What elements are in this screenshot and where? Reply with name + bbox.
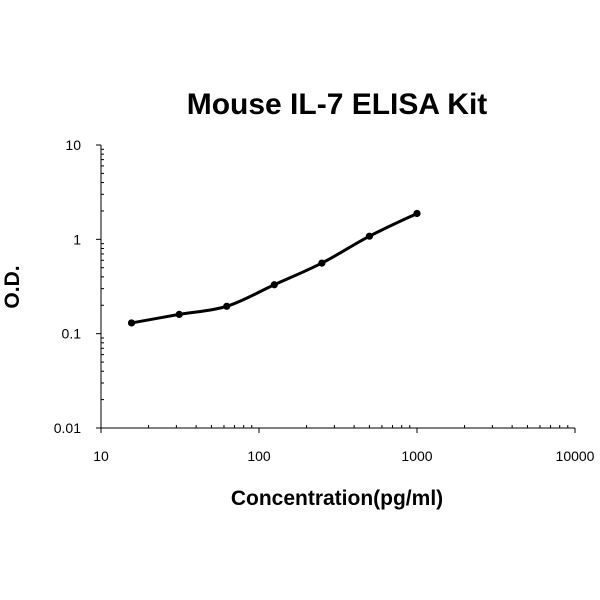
plot-area: 0.01 0.1 1 10 10 100 1000 10000	[54, 137, 595, 464]
x-axis-title: Concentration(pg/ml)	[231, 487, 443, 510]
x-axis-tick-labels: 10 100 1000 10000	[93, 448, 594, 464]
x-axis-ticks	[100, 425, 576, 433]
y-axis-tick-labels: 0.01 0.1 1 10	[54, 137, 81, 436]
data-point	[365, 232, 374, 240]
data-point	[318, 259, 326, 267]
chart-title: Mouse IL-7 ELISA Kit	[187, 88, 488, 121]
y-tick-label: 1	[73, 231, 81, 247]
data-point	[270, 281, 278, 289]
x-tick-label: 100	[247, 448, 271, 464]
y-axis-ticks	[96, 144, 104, 429]
data-point	[413, 209, 421, 218]
x-tick-label: 10000	[556, 448, 595, 464]
data-point	[223, 302, 231, 310]
x-tick-label: 10	[93, 448, 109, 464]
data-points	[127, 209, 421, 327]
y-tick-label: 10	[65, 137, 81, 153]
y-tick-label: 0.01	[54, 420, 81, 436]
x-tick-label: 1000	[401, 448, 432, 464]
y-axis-title: O.D.	[1, 265, 24, 308]
standard-curve-line	[130, 211, 419, 325]
data-point	[127, 319, 136, 327]
y-tick-label: 0.1	[62, 326, 82, 342]
data-point	[175, 310, 183, 319]
